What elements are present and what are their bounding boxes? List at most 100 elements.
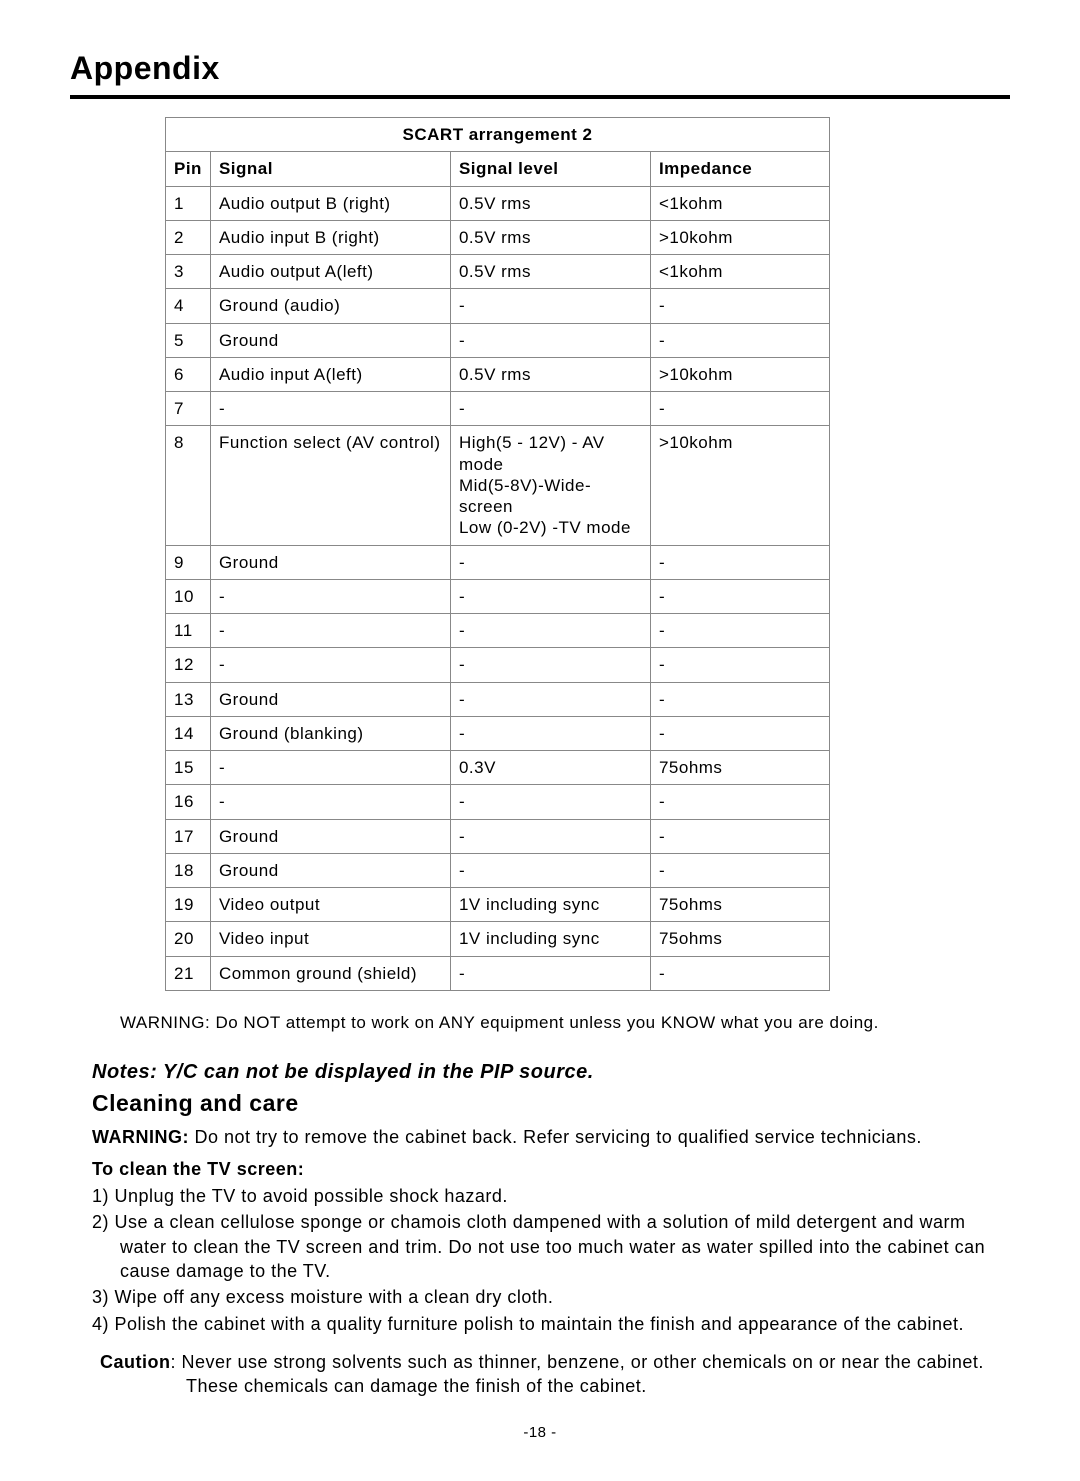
table-row: 6Audio input A(left)0.5V rms>10kohm bbox=[166, 357, 830, 391]
table-row: 7--- bbox=[166, 392, 830, 426]
table-row: 2Audio input B (right)0.5V rms>10kohm bbox=[166, 220, 830, 254]
cell-pin: 2 bbox=[166, 220, 211, 254]
table-title: SCART arrangement 2 bbox=[166, 118, 830, 152]
equipment-warning: WARNING: Do NOT attempt to work on ANY e… bbox=[120, 1013, 1010, 1033]
cell-signal: - bbox=[210, 392, 450, 426]
cell-impedance: <1kohm bbox=[650, 186, 829, 220]
table-row: 20Video input1V including sync75ohms bbox=[166, 922, 830, 956]
table-row: 21Common ground (shield)-- bbox=[166, 956, 830, 990]
cell-level: - bbox=[450, 819, 650, 853]
cell-level: - bbox=[450, 545, 650, 579]
cell-signal: Ground bbox=[210, 545, 450, 579]
list-item: 4) Polish the cabinet with a quality fur… bbox=[92, 1312, 1010, 1336]
cell-signal: - bbox=[210, 648, 450, 682]
cell-signal: Video input bbox=[210, 922, 450, 956]
cell-signal: Function select (AV control) bbox=[210, 426, 450, 545]
cell-signal: Video output bbox=[210, 888, 450, 922]
table-row: 3Audio output A(left)0.5V rms<1kohm bbox=[166, 255, 830, 289]
cell-level: High(5 - 12V) - AV mode Mid(5-8V)-Wide-s… bbox=[450, 426, 650, 545]
cell-signal: Common ground (shield) bbox=[210, 956, 450, 990]
cell-signal: Ground bbox=[210, 819, 450, 853]
cleaning-warning-text: Do not try to remove the cabinet back. R… bbox=[189, 1127, 922, 1147]
cell-level: - bbox=[450, 289, 650, 323]
cell-pin: 11 bbox=[166, 614, 211, 648]
cell-impedance: - bbox=[650, 716, 829, 750]
table-row: 4Ground (audio)-- bbox=[166, 289, 830, 323]
cell-level: 0.5V rms bbox=[450, 220, 650, 254]
scart-table: SCART arrangement 2 Pin Signal Signal le… bbox=[165, 117, 830, 991]
list-item: 1) Unplug the TV to avoid possible shock… bbox=[92, 1184, 1010, 1208]
cell-level: - bbox=[450, 323, 650, 357]
cell-level: - bbox=[450, 853, 650, 887]
cell-level: 0.5V rms bbox=[450, 357, 650, 391]
cell-impedance: - bbox=[650, 785, 829, 819]
cell-level: 1V including sync bbox=[450, 922, 650, 956]
cell-level: 0.3V bbox=[450, 751, 650, 785]
table-header-row: Pin Signal Signal level Impedance bbox=[166, 152, 830, 186]
cell-impedance: - bbox=[650, 853, 829, 887]
cell-level: - bbox=[450, 682, 650, 716]
col-header-level: Signal level bbox=[450, 152, 650, 186]
cell-impedance: >10kohm bbox=[650, 426, 829, 545]
cell-impedance: 75ohms bbox=[650, 888, 829, 922]
cell-pin: 17 bbox=[166, 819, 211, 853]
cell-impedance: - bbox=[650, 323, 829, 357]
table-row: 8Function select (AV control)High(5 - 12… bbox=[166, 426, 830, 545]
cell-level: - bbox=[450, 579, 650, 613]
page-heading: Appendix bbox=[70, 50, 1010, 87]
table-row: 11--- bbox=[166, 614, 830, 648]
cell-impedance: - bbox=[650, 289, 829, 323]
col-header-signal: Signal bbox=[210, 152, 450, 186]
cell-signal: Audio input B (right) bbox=[210, 220, 450, 254]
table-row: 1Audio output B (right)0.5V rms<1kohm bbox=[166, 186, 830, 220]
cell-impedance: 75ohms bbox=[650, 922, 829, 956]
cleaning-caution: Caution: Never use strong solvents such … bbox=[100, 1350, 1010, 1399]
cell-impedance: <1kohm bbox=[650, 255, 829, 289]
cell-pin: 7 bbox=[166, 392, 211, 426]
cleaning-warning-label: WARNING: bbox=[92, 1127, 189, 1147]
list-item: 3) Wipe off any excess moisture with a c… bbox=[92, 1285, 1010, 1309]
cleaning-warning: WARNING: Do not try to remove the cabine… bbox=[92, 1125, 1010, 1149]
cell-level: - bbox=[450, 614, 650, 648]
cell-impedance: - bbox=[650, 392, 829, 426]
cell-signal: Ground bbox=[210, 853, 450, 887]
cell-pin: 21 bbox=[166, 956, 211, 990]
cleaning-list: 1) Unplug the TV to avoid possible shock… bbox=[92, 1184, 1010, 1336]
cell-signal: - bbox=[210, 579, 450, 613]
cell-pin: 6 bbox=[166, 357, 211, 391]
table-row: 9Ground-- bbox=[166, 545, 830, 579]
cell-pin: 16 bbox=[166, 785, 211, 819]
cell-pin: 5 bbox=[166, 323, 211, 357]
table-row: 18Ground-- bbox=[166, 853, 830, 887]
cell-signal: Ground bbox=[210, 682, 450, 716]
cell-impedance: - bbox=[650, 648, 829, 682]
heading-rule bbox=[70, 95, 1010, 99]
table-row: 15- 0.3V75ohms bbox=[166, 751, 830, 785]
cell-signal: - bbox=[210, 751, 450, 785]
table-row: 13Ground-- bbox=[166, 682, 830, 716]
table-row: 17Ground-- bbox=[166, 819, 830, 853]
cell-level: - bbox=[450, 785, 650, 819]
cell-level: 1V including sync bbox=[450, 888, 650, 922]
cell-signal: Ground (blanking) bbox=[210, 716, 450, 750]
cell-signal: - bbox=[210, 614, 450, 648]
cell-pin: 13 bbox=[166, 682, 211, 716]
cell-level: 0.5V rms bbox=[450, 255, 650, 289]
notes-line: Notes: Y/C can not be displayed in the P… bbox=[92, 1061, 1010, 1084]
caution-label: Caution bbox=[100, 1352, 171, 1372]
cell-impedance: - bbox=[650, 956, 829, 990]
cell-pin: 19 bbox=[166, 888, 211, 922]
col-header-impedance: Impedance bbox=[650, 152, 829, 186]
cell-level: - bbox=[450, 648, 650, 682]
table-row: 12--- bbox=[166, 648, 830, 682]
cleaning-title: Cleaning and care bbox=[92, 1090, 1010, 1117]
cell-signal: Audio output A(left) bbox=[210, 255, 450, 289]
cell-pin: 18 bbox=[166, 853, 211, 887]
cell-pin: 15 bbox=[166, 751, 211, 785]
cell-pin: 14 bbox=[166, 716, 211, 750]
col-header-pin: Pin bbox=[166, 152, 211, 186]
cell-impedance: >10kohm bbox=[650, 357, 829, 391]
cell-impedance: - bbox=[650, 579, 829, 613]
cell-pin: 4 bbox=[166, 289, 211, 323]
cell-impedance: >10kohm bbox=[650, 220, 829, 254]
